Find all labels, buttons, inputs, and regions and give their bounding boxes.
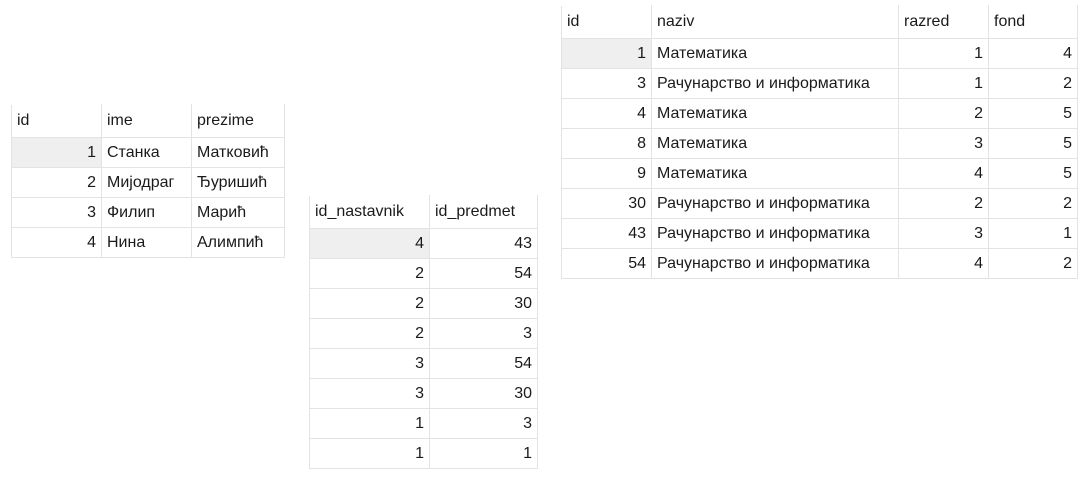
cell-id[interactable]: 54	[561, 248, 652, 279]
cell-naziv[interactable]: Математика	[651, 128, 899, 159]
table-row[interactable]: 1 Математика 1 4	[561, 38, 1078, 69]
cell-ime[interactable]: Мијодраг	[101, 167, 192, 198]
cell-id-nastavnik[interactable]: 3	[309, 378, 430, 409]
cell-fond[interactable]: 5	[988, 128, 1078, 159]
cell-razred[interactable]: 1	[898, 38, 989, 69]
cell-ime[interactable]: Станка	[101, 137, 192, 168]
predmet-table: id naziv razred fond 1 Математика 1 4 3 …	[561, 5, 1078, 279]
cell-razred[interactable]: 1	[898, 68, 989, 99]
cell-id-predmet[interactable]: 30	[429, 378, 538, 409]
cell-naziv[interactable]: Математика	[651, 98, 899, 129]
cell-razred[interactable]: 4	[898, 158, 989, 189]
cell-id[interactable]: 9	[561, 158, 652, 189]
cell-id[interactable]: 3	[11, 197, 102, 228]
cell-id[interactable]: 4	[561, 98, 652, 129]
cell-naziv[interactable]: Математика	[651, 158, 899, 189]
column-header-prezime[interactable]: prezime	[191, 104, 285, 138]
cell-id-nastavnik[interactable]: 1	[309, 438, 430, 469]
cell-id[interactable]: 2	[11, 167, 102, 198]
column-header-ime[interactable]: ime	[101, 104, 192, 138]
table-row[interactable]: 2 54	[309, 258, 538, 289]
cell-id-predmet[interactable]: 54	[429, 258, 538, 289]
cell-naziv[interactable]: Математика	[651, 38, 899, 69]
table-row[interactable]: 2 30	[309, 288, 538, 319]
table-row[interactable]: 4 43	[309, 228, 538, 259]
cell-prezime[interactable]: Матковић	[191, 137, 285, 168]
cell-fond[interactable]: 2	[988, 68, 1078, 99]
table-row[interactable]: 30 Рачунарство и информатика 2 2	[561, 188, 1078, 219]
cell-razred[interactable]: 2	[898, 98, 989, 129]
cell-fond[interactable]: 4	[988, 38, 1078, 69]
header-row: id naziv razred fond	[561, 5, 1078, 39]
cell-prezime[interactable]: Ђуришић	[191, 167, 285, 198]
cell-razred[interactable]: 2	[898, 188, 989, 219]
table-row[interactable]: 3 54	[309, 348, 538, 379]
table-row[interactable]: 3 30	[309, 378, 538, 409]
cell-naziv[interactable]: Рачунарство и информатика	[651, 218, 899, 249]
table-row[interactable]: 1 Станка Матковић	[11, 137, 285, 168]
cell-id-nastavnik[interactable]: 1	[309, 408, 430, 439]
table-row[interactable]: 8 Математика 3 5	[561, 128, 1078, 159]
column-header-id[interactable]: id	[561, 5, 652, 39]
cell-id-predmet[interactable]: 1	[429, 438, 538, 469]
cell-razred[interactable]: 3	[898, 128, 989, 159]
column-header-naziv[interactable]: naziv	[651, 5, 899, 39]
cell-id-nastavnik[interactable]: 2	[309, 288, 430, 319]
table-row[interactable]: 1 3	[309, 408, 538, 439]
cell-naziv[interactable]: Рачунарство и информатика	[651, 188, 899, 219]
cell-id-nastavnik[interactable]: 2	[309, 318, 430, 349]
cell-id-nastavnik[interactable]: 2	[309, 258, 430, 289]
cell-id[interactable]: 30	[561, 188, 652, 219]
cell-id[interactable]: 4	[11, 227, 102, 258]
cell-naziv[interactable]: Рачунарство и информатика	[651, 248, 899, 279]
table-row[interactable]: 4 Математика 2 5	[561, 98, 1078, 129]
column-header-razred[interactable]: razred	[898, 5, 989, 39]
cell-id[interactable]: 43	[561, 218, 652, 249]
header-row: id_nastavnik id_predmet	[309, 195, 538, 229]
table-row[interactable]: 43 Рачунарство и информатика 3 1	[561, 218, 1078, 249]
table-row[interactable]: 3 Рачунарство и информатика 1 2	[561, 68, 1078, 99]
table-row[interactable]: 2 3	[309, 318, 538, 349]
column-header-id[interactable]: id	[11, 104, 102, 138]
cell-naziv[interactable]: Рачунарство и информатика	[651, 68, 899, 99]
cell-ime[interactable]: Филип	[101, 197, 192, 228]
table-row[interactable]: 4 Нина Алимпић	[11, 227, 285, 258]
cell-id[interactable]: 3	[561, 68, 652, 99]
cell-id-predmet[interactable]: 3	[429, 318, 538, 349]
cell-prezime[interactable]: Алимпић	[191, 227, 285, 258]
table-row[interactable]: 3 Филип Марић	[11, 197, 285, 228]
cell-fond[interactable]: 5	[988, 98, 1078, 129]
cell-id-predmet[interactable]: 43	[429, 228, 538, 259]
cell-id[interactable]: 8	[561, 128, 652, 159]
cell-fond[interactable]: 2	[988, 248, 1078, 279]
cell-id-predmet[interactable]: 3	[429, 408, 538, 439]
cell-id-predmet[interactable]: 30	[429, 288, 538, 319]
cell-razred[interactable]: 4	[898, 248, 989, 279]
cell-ime[interactable]: Нина	[101, 227, 192, 258]
cell-id-nastavnik[interactable]: 4	[309, 228, 430, 259]
table-row[interactable]: 2 Мијодраг Ђуришић	[11, 167, 285, 198]
cell-id[interactable]: 1	[561, 38, 652, 69]
cell-prezime[interactable]: Марић	[191, 197, 285, 228]
predaje-table: id_nastavnik id_predmet 4 43 2 54 2 30 2…	[309, 195, 538, 469]
column-header-id-predmet[interactable]: id_predmet	[429, 195, 538, 229]
cell-id-nastavnik[interactable]: 3	[309, 348, 430, 379]
table-row[interactable]: 1 1	[309, 438, 538, 469]
cell-razred[interactable]: 3	[898, 218, 989, 249]
header-row: id ime prezime	[11, 104, 285, 138]
cell-fond[interactable]: 2	[988, 188, 1078, 219]
column-header-id-nastavnik[interactable]: id_nastavnik	[309, 195, 430, 229]
cell-id-predmet[interactable]: 54	[429, 348, 538, 379]
cell-id[interactable]: 1	[11, 137, 102, 168]
column-header-fond[interactable]: fond	[988, 5, 1078, 39]
cell-fond[interactable]: 5	[988, 158, 1078, 189]
table-row[interactable]: 9 Математика 4 5	[561, 158, 1078, 189]
cell-fond[interactable]: 1	[988, 218, 1078, 249]
table-row[interactable]: 54 Рачунарство и информатика 4 2	[561, 248, 1078, 279]
nastavnik-table: id ime prezime 1 Станка Матковић 2 Мијод…	[11, 104, 285, 258]
